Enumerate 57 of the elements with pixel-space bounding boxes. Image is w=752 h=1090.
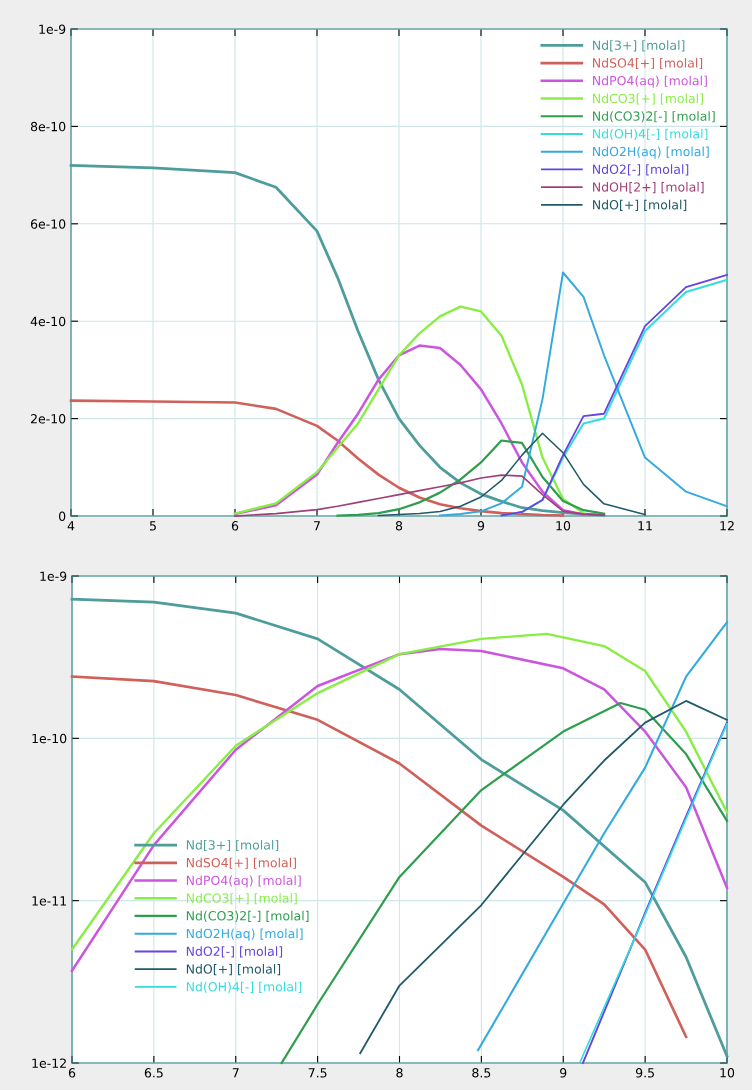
x-tick-label: 8 [396, 1068, 403, 1078]
x-tick-label: 4 [67, 521, 75, 531]
legend-label: NdO2H(aq) [molal] [593, 146, 709, 159]
x-tick-label: 5 [149, 521, 156, 531]
x-tick-label: 7 [314, 521, 320, 531]
legend-label: NdCO3[+] [molal] [593, 93, 703, 105]
x-tick-label: 7 [232, 1068, 239, 1078]
legend-label: Nd(CO3)2[-] [molal] [593, 111, 715, 123]
legend-label: NdSO4[+] [molal] [593, 57, 703, 70]
y-tick-label: 4e-10 [30, 316, 66, 327]
legend-label: NdPO4(aq) [molal] [593, 75, 707, 88]
x-tick-label: 12 [720, 521, 734, 531]
x-tick-label: 9.5 [635, 1068, 654, 1078]
line-series [377, 432, 646, 517]
y-tick-label: 0 [59, 511, 66, 521]
x-tick-label: 6 [231, 521, 239, 531]
legend-label: NdOH[2+] [molal] [593, 182, 704, 194]
legend-label: NdO[+] [molal] [186, 964, 281, 976]
y-tick-label: 6e-10 [30, 219, 66, 229]
line-series [477, 621, 729, 1052]
legend-label: NdO2[-] [molal] [186, 946, 283, 958]
y-tick-label: 1e-9 [39, 24, 66, 34]
x-tick-label: 10 [556, 521, 571, 531]
legend-label: NdCO3[+] [molal] [186, 893, 297, 905]
legend-label: NdO2[-] [molal] [593, 164, 689, 176]
x-tick-label: 7.5 [308, 1068, 327, 1078]
y-tick-label: 1e-11 [32, 896, 66, 906]
line-series [439, 271, 728, 517]
legend-label: NdSO4[+] [molal] [186, 857, 296, 869]
y-tick-label: 1e-12 [32, 1058, 66, 1068]
legend-label: Nd[3+] [molal] [186, 839, 279, 852]
x-tick-label: 8.5 [472, 1068, 491, 1078]
x-tick-label: 11 [638, 521, 652, 531]
legend-label: Nd(CO3)2[-] [molal] [186, 910, 309, 922]
legend-label: NdO2H(aq) [molal] [186, 928, 303, 941]
x-tick-label: 6 [68, 1068, 76, 1078]
legend-label: Nd(OH)4[-] [molal] [186, 981, 302, 993]
line-series [70, 597, 729, 1058]
line-series [336, 439, 606, 517]
y-tick-label: 1e-9 [40, 571, 67, 581]
y-tick-label: 2e-10 [30, 414, 66, 424]
line-series [233, 305, 585, 515]
legend-label: NdPO4(aq) [molal] [186, 875, 301, 888]
y-tick-label: 1e-10 [32, 733, 67, 744]
line-series [234, 474, 605, 517]
x-tick-label: 6.5 [144, 1068, 163, 1078]
legend-label: Nd[3+] [molal] [593, 40, 685, 52]
y-tick-label: 8e-10 [30, 121, 66, 132]
line-series [70, 675, 688, 1039]
legend-label: NdO[+] [molal] [593, 199, 687, 211]
line-series [359, 700, 728, 1055]
x-tick-label: 9 [477, 521, 485, 531]
line-series [69, 399, 565, 517]
x-tick-label: 8 [395, 521, 403, 531]
legend-label: Nd(OH)4[-] [molal] [593, 128, 708, 141]
x-tick-label: 10 [720, 1068, 735, 1078]
x-tick-label: 9 [560, 1068, 567, 1078]
